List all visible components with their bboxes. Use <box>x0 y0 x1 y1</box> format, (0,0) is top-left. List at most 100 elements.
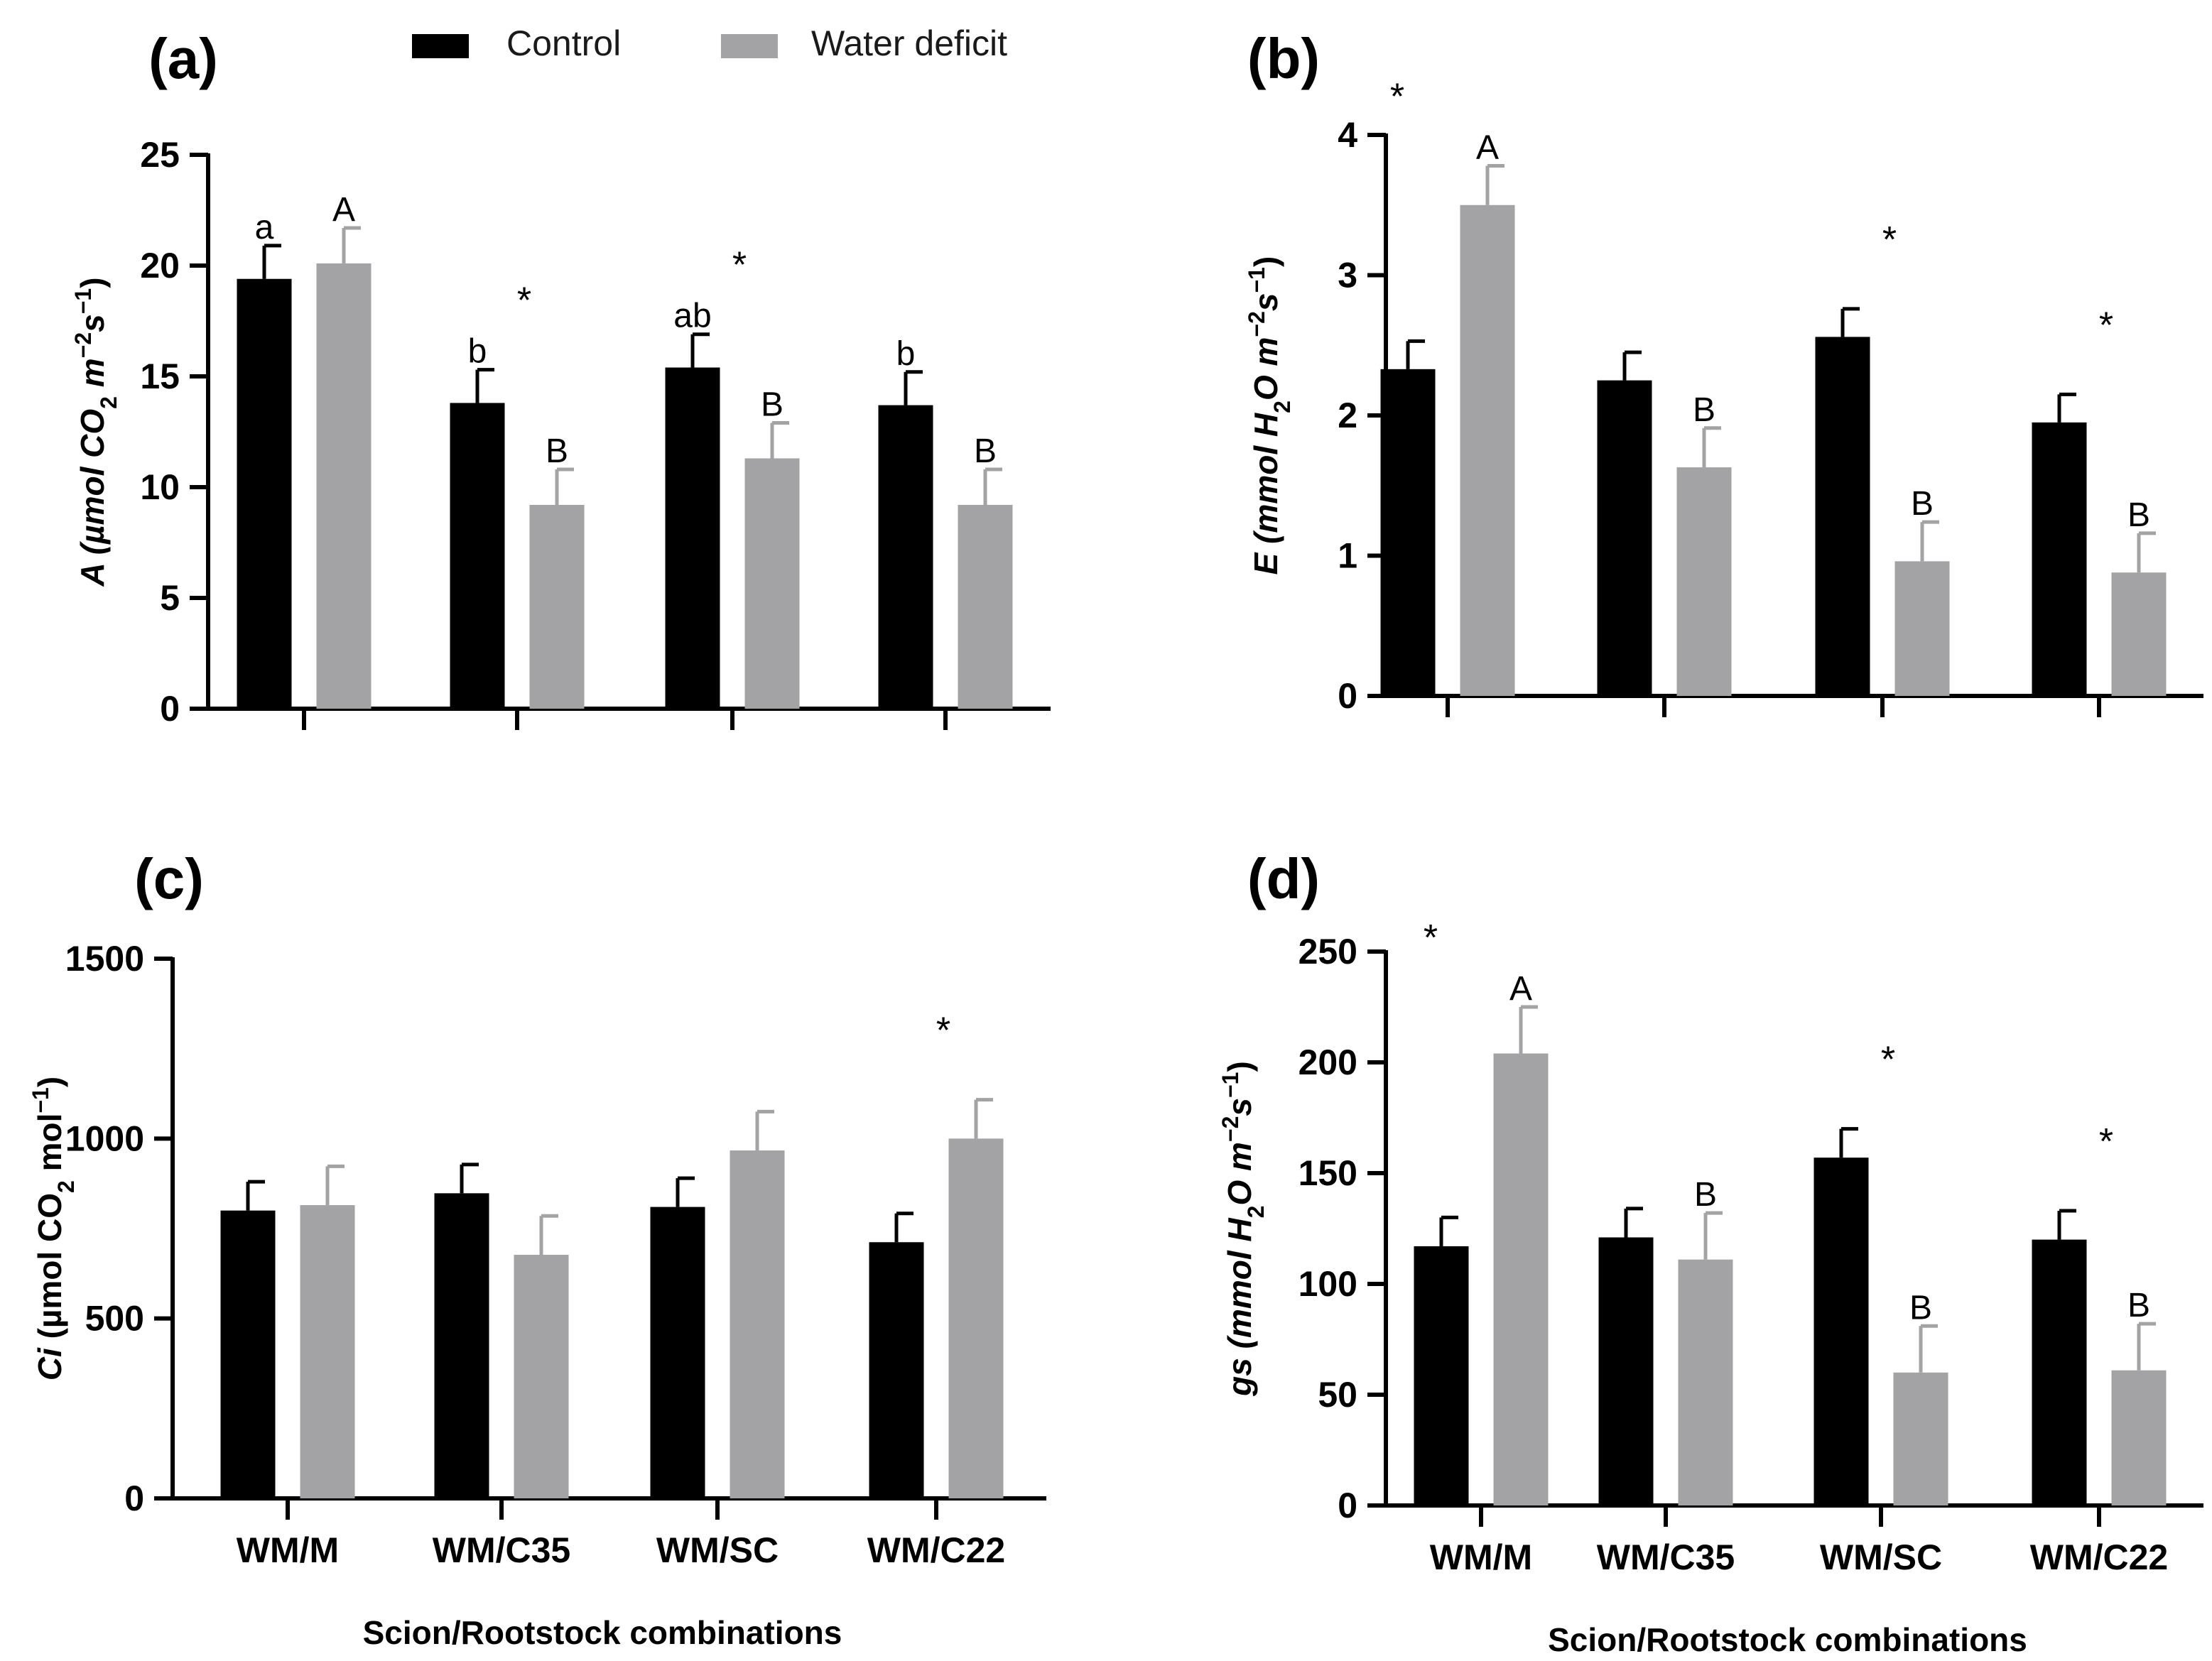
letter-label: B <box>1694 1176 1717 1214</box>
letter-label: A <box>332 191 355 229</box>
x-axis-title: Scion/Rootstock combinations <box>363 1614 842 1651</box>
bar-water-deficit-wm-m <box>1493 1053 1549 1505</box>
letter-label: A <box>1509 970 1532 1008</box>
y-tick-label: 20 <box>140 246 180 285</box>
bar-control-wm-m <box>1414 1246 1469 1505</box>
y-tick-label: 0 <box>1338 1486 1357 1525</box>
legend-label-water-deficit: Water deficit <box>811 23 1007 63</box>
letter-label: A <box>1476 129 1499 166</box>
bar-water-deficit-wm-c35 <box>1678 1259 1733 1505</box>
letter-label: b <box>468 333 487 371</box>
y-axis-label: E (mmol H2O m−2s−1) <box>1244 256 1295 575</box>
letter-label: B <box>761 386 784 424</box>
legend-label-control: Control <box>506 23 621 63</box>
significance-asterisk: * <box>1882 219 1897 261</box>
bar-water-deficit-wm-c22 <box>948 1138 1004 1498</box>
bar-water-deficit-wm-m <box>316 263 372 709</box>
y-tick-label: 15 <box>140 356 180 396</box>
letter-label: B <box>1911 485 1934 523</box>
y-tick-label: 0 <box>124 1478 144 1518</box>
bar-control-wm-sc <box>665 367 720 709</box>
bar-water-deficit-wm-sc <box>730 1150 785 1498</box>
y-tick-label: 2 <box>1338 396 1357 435</box>
bar-control-wm-sc <box>1813 1158 1869 1505</box>
y-tick-label: 1000 <box>65 1118 144 1158</box>
x-category-label: WM/SC <box>656 1530 779 1570</box>
y-axis-label: Ci (µmol CO2 mol−1) <box>28 1077 79 1380</box>
x-category-label: WM/C35 <box>1597 1537 1735 1577</box>
bar-control-wm-c35 <box>1597 380 1652 696</box>
bar-water-deficit-wm-sc <box>1893 1372 1948 1505</box>
bar-water-deficit-wm-c35 <box>1676 467 1732 696</box>
bar-control-wm-c35 <box>434 1193 489 1498</box>
letter-label: ab <box>673 298 711 335</box>
legend-swatch-water-deficit <box>721 34 778 58</box>
y-tick-label: 0 <box>160 689 180 729</box>
bar-control-wm-c22 <box>878 405 933 709</box>
panel-b: (b) 0 1 2 3 4 E (mmol H2O m−2s−1) A * B B * B * <box>1244 27 2203 717</box>
bar-control-wm-c22 <box>2032 422 2087 696</box>
bar-control-wm-c35 <box>450 403 505 709</box>
y-tick-label: 1 <box>1338 536 1357 576</box>
bar-water-deficit-wm-m <box>1460 205 1515 696</box>
x-axis-title: Scion/Rootstock combinations <box>1548 1621 2027 1658</box>
x-category-label: WM/C22 <box>2030 1537 2168 1577</box>
bar-control-wm-m <box>220 1210 276 1498</box>
letter-label: b <box>896 335 916 373</box>
panel-label: (c) <box>134 847 204 910</box>
letter-label: B <box>1693 391 1715 429</box>
x-category-label: WM/M <box>1430 1537 1532 1577</box>
significance-asterisk: * <box>732 245 747 286</box>
bar-water-deficit-wm-sc <box>1894 561 1950 696</box>
bar-control-wm-m <box>237 278 292 709</box>
significance-asterisk: * <box>517 281 531 322</box>
bar-control-wm-m <box>1380 369 1436 696</box>
bar-water-deficit-wm-c22 <box>2111 1370 2167 1505</box>
panel-c: (c) 0 500 1000 1500 Ci (µmol CO2 mol−1) WM/M WM… <box>28 847 1046 1651</box>
x-category-label: WM/C35 <box>433 1530 570 1570</box>
legend: Control Water deficit <box>412 23 1007 63</box>
letter-label: B <box>974 432 997 470</box>
panel-a: (a) 0 5 10 15 20 25 A (µmol CO2 m−2s−1) a Ab B * ab B… <box>70 27 1051 730</box>
x-category-label: WM/SC <box>1820 1537 1942 1577</box>
y-tick-label: 150 <box>1299 1153 1357 1193</box>
bar-control-wm-c22 <box>869 1242 924 1498</box>
bar-water-deficit-wm-c35 <box>529 504 585 709</box>
letter-label: B <box>1909 1289 1932 1327</box>
y-tick-label: 100 <box>1299 1264 1357 1304</box>
y-tick-label: 3 <box>1338 256 1357 295</box>
significance-asterisk: * <box>2099 1121 2113 1162</box>
bar-water-deficit-wm-c22 <box>2111 572 2167 696</box>
bar-control-wm-sc <box>1815 337 1870 696</box>
significance-asterisk: * <box>936 1011 950 1052</box>
letter-label: a <box>255 209 274 246</box>
panel-label: (a) <box>148 27 218 90</box>
y-tick-label: 50 <box>1318 1375 1357 1415</box>
y-tick-label: 25 <box>140 135 180 175</box>
bar-water-deficit-wm-c22 <box>958 504 1013 709</box>
bar-control-wm-c22 <box>2032 1239 2087 1505</box>
y-tick-label: 10 <box>140 467 180 507</box>
y-tick-label: 4 <box>1338 115 1357 155</box>
panel-label: (d) <box>1247 847 1320 910</box>
significance-asterisk: * <box>1390 76 1404 117</box>
y-tick-label: 1500 <box>65 939 144 979</box>
letter-label: B <box>2127 1287 2150 1324</box>
significance-asterisk: * <box>1881 1040 1895 1081</box>
panel-label: (b) <box>1247 27 1320 90</box>
significance-asterisk: * <box>1424 917 1438 959</box>
significance-asterisk: * <box>2099 305 2113 346</box>
panel-d: (d) 0 50 100 150 200 250 gs (mmol H2O m−2s−1) A *… <box>1218 847 2203 1658</box>
legend-swatch-control <box>412 34 469 58</box>
y-tick-label: 5 <box>160 578 180 618</box>
bar-control-wm-c35 <box>1598 1237 1654 1505</box>
y-axis-label: A (µmol CO2 m−2s−1) <box>70 277 121 587</box>
x-category-label: WM/M <box>237 1530 339 1570</box>
y-tick-label: 250 <box>1299 932 1357 971</box>
y-axis-label: gs (mmol H2O m−2s−1) <box>1218 1061 1269 1397</box>
letter-label: B <box>2127 496 2150 534</box>
letter-label: B <box>546 432 568 470</box>
bar-water-deficit-wm-c35 <box>514 1254 569 1498</box>
